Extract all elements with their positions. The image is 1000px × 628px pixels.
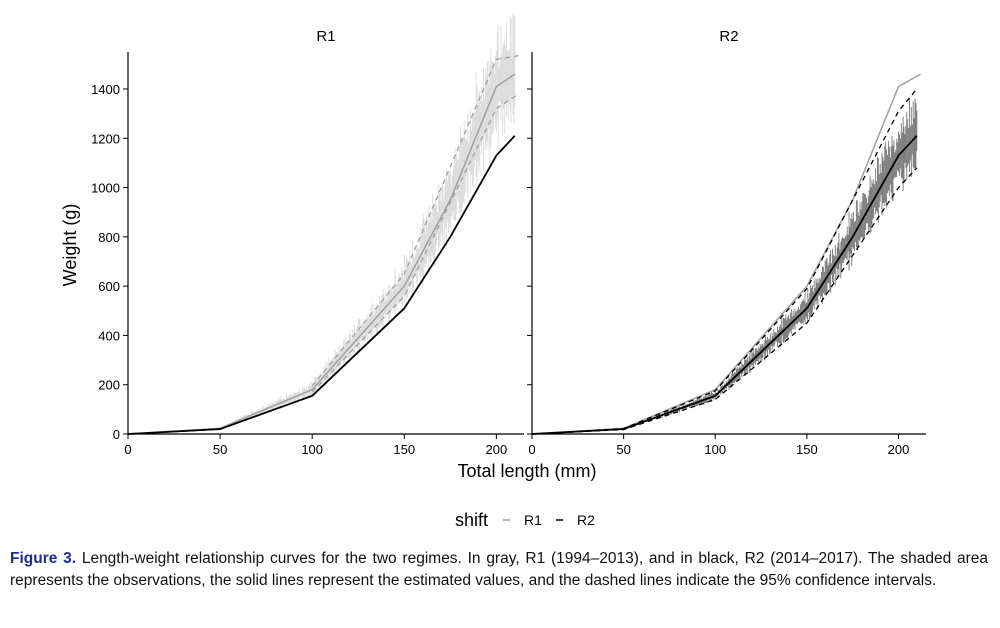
y-tick-label: 600 xyxy=(98,279,120,294)
panel-title: R1 xyxy=(316,28,335,45)
x-tick-label: 100 xyxy=(301,442,323,457)
x-tick-label: 100 xyxy=(704,442,726,457)
y-tick-label: 1000 xyxy=(91,181,120,196)
caption-label: Figure 3. xyxy=(10,550,77,567)
y-axis-label: Weight (g) xyxy=(60,204,80,287)
series-line-0 xyxy=(127,73,516,435)
legend-title: shift xyxy=(455,510,488,530)
y-tick-label: 1400 xyxy=(91,82,120,97)
y-tick-label: 0 xyxy=(113,427,120,442)
observations xyxy=(549,98,918,434)
series-line-3 xyxy=(127,135,516,435)
panel-r1: R1 0 50 100 150 200 0 200 400 600 800 1000 1200 1400 xyxy=(91,13,524,457)
series-line-0 xyxy=(531,73,921,435)
figure-chart: R10 50 100 150 2000200400600800100012001400 … xyxy=(60,13,926,530)
y-tick-label: 400 xyxy=(98,328,120,343)
series-line-1 xyxy=(311,55,519,387)
x-tick-label: 0 xyxy=(124,442,131,457)
caption-text: Length-weight relationship curves for th… xyxy=(10,550,988,589)
x-tick-label: 0 xyxy=(528,442,535,457)
figure-caption: Figure 3. Length-weight relationship cur… xyxy=(10,548,988,592)
series-line-2 xyxy=(311,93,519,393)
x-tick-label: 150 xyxy=(796,442,818,457)
panel-r2: R2 0 50 100 150 200 xyxy=(527,28,926,457)
series-line-2 xyxy=(531,88,918,435)
observations xyxy=(145,13,516,434)
legend: shift R1 R2 xyxy=(455,510,595,530)
y-tick-label: 200 xyxy=(98,378,120,393)
y-tick-label: 800 xyxy=(98,230,120,245)
x-tick-label: 50 xyxy=(213,442,227,457)
x-tick-label: 200 xyxy=(888,442,910,457)
x-tick-label: 150 xyxy=(393,442,415,457)
x-tick-label: 200 xyxy=(486,442,508,457)
legend-label-r2: R2 xyxy=(577,512,595,528)
series-line-3 xyxy=(531,167,918,435)
y-tick-label: 1200 xyxy=(91,131,120,146)
x-tick-label: 50 xyxy=(616,442,630,457)
panel-title: R2 xyxy=(719,28,738,45)
legend-label-r1: R1 xyxy=(524,512,542,528)
x-axis-label: Total length (mm) xyxy=(457,461,596,481)
